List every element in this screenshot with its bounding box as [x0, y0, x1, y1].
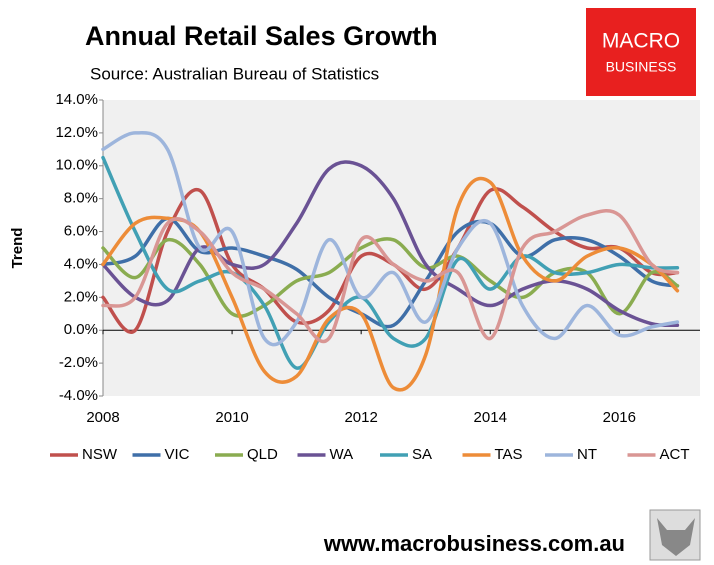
legend-label: TAS — [495, 446, 523, 463]
series-line — [101, 216, 680, 329]
logo-box — [586, 8, 696, 96]
legend-label: NSW — [82, 446, 118, 463]
x-tick-label: 2016 — [603, 409, 636, 426]
x-tick-label: 2012 — [344, 409, 377, 426]
icon-shape — [657, 518, 695, 556]
logo-line2: BUSINESS — [606, 59, 677, 75]
series-line — [101, 155, 680, 370]
y-tick-label: 0.0% — [64, 321, 98, 338]
x-tick-label: 2014 — [474, 409, 507, 426]
y-tick-label: -2.0% — [59, 354, 98, 371]
wolf-icon — [649, 509, 701, 561]
series-line — [101, 209, 680, 344]
y-tick-label: 8.0% — [64, 190, 98, 207]
y-tick-label: 2.0% — [64, 288, 98, 305]
y-tick-label: 10.0% — [55, 157, 98, 174]
y-tick-label: 6.0% — [64, 223, 98, 240]
series-line — [101, 187, 680, 334]
legend-label: ACT — [660, 446, 690, 463]
y-tick-label: -4.0% — [59, 387, 98, 404]
chart-title: Annual Retail Sales Growth — [85, 21, 438, 51]
y-axis-label: Trend — [9, 228, 26, 269]
y-tick-label: 12.0% — [55, 124, 98, 141]
y-tick-label: 4.0% — [64, 255, 98, 272]
chart-subtitle: Source: Australian Bureau of Statistics — [90, 64, 379, 83]
footer-url: www.macrobusiness.com.au — [323, 531, 625, 556]
logo: MACRO BUSINESS — [586, 8, 696, 96]
series-line — [101, 131, 680, 347]
legend-label: VIC — [165, 446, 190, 463]
legend-label: QLD — [247, 446, 278, 463]
legend-label: NT — [577, 446, 597, 463]
y-tick-label: 14.0% — [55, 91, 98, 108]
x-tick-label: 2008 — [86, 409, 119, 426]
legend-label: WA — [330, 446, 354, 463]
legend-label: SA — [412, 446, 432, 463]
x-tick-label: 2010 — [215, 409, 248, 426]
logo-line1: MACRO — [602, 30, 680, 53]
